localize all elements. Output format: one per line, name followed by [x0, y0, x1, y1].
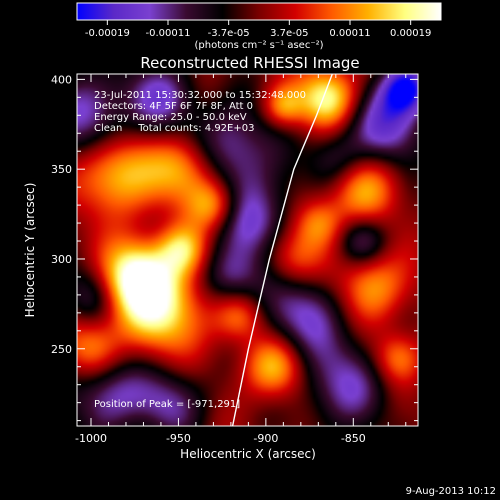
x-tick-label: -900	[253, 432, 278, 445]
y-tick-label: 400	[51, 73, 72, 86]
plot-frame	[76, 73, 419, 427]
colorbar-tick-label: -3.7e-05	[208, 28, 250, 39]
info-detectors: Detectors: 4F 5F 6F 7F 8F, Att 0	[94, 101, 253, 112]
colorbar-gradient	[76, 2, 442, 21]
colorbar-tick-label: 0.00019	[390, 28, 431, 39]
colorbar-ticks: -0.00019 -0.00011 -3.7e-05 3.7e-05 0.00011 0.…	[85, 20, 431, 39]
colorbar-tick-label: -0.00011	[146, 28, 191, 39]
plot-area	[77, 74, 418, 426]
solar-limb-curve	[231, 74, 333, 426]
colorbar-unit-label: (photons cm⁻² s⁻¹ asec⁻²)	[194, 40, 323, 51]
x-axis-label: Heliocentric X (arcsec)	[180, 447, 316, 461]
info-energy-range: Energy Range: 25.0 - 50.0 keV	[94, 112, 247, 123]
colorbar-tick-label: 3.7e-05	[270, 28, 308, 39]
info-clean-counts: Clean Total counts: 4.92E+03	[94, 123, 254, 134]
y-axis: 250 300 350 400	[51, 73, 418, 422]
y-tick-label: 250	[51, 343, 72, 356]
footer-date: 9-Aug-2013 10:12	[406, 486, 496, 497]
x-tick-label: -850	[341, 432, 366, 445]
heatmap-image	[77, 74, 418, 426]
x-axis: -1000 -950 -900 -850	[75, 74, 407, 445]
observation-info: 23-Jul-2011 15:30:32.000 to 15:32:48.000…	[94, 90, 306, 134]
y-tick-label: 350	[51, 163, 72, 176]
x-tick-label: -950	[166, 432, 191, 445]
info-time-range: 23-Jul-2011 15:30:32.000 to 15:32:48.000	[94, 90, 306, 101]
chart-title: Reconstructed RHESSI Image	[140, 54, 359, 72]
y-tick-label: 300	[51, 253, 72, 266]
x-tick-label: -1000	[75, 432, 107, 445]
colorbar-tick-label: 0.00011	[329, 28, 370, 39]
peak-position-label: Position of Peak = [-971,291]	[94, 399, 240, 410]
colorbar-tick-label: -0.00019	[85, 28, 130, 39]
y-axis-label: Heliocentric Y (arcsec)	[23, 183, 37, 318]
colorbar: -0.00019 -0.00011 -3.7e-05 3.7e-05 0.00011 0.…	[76, 2, 442, 51]
